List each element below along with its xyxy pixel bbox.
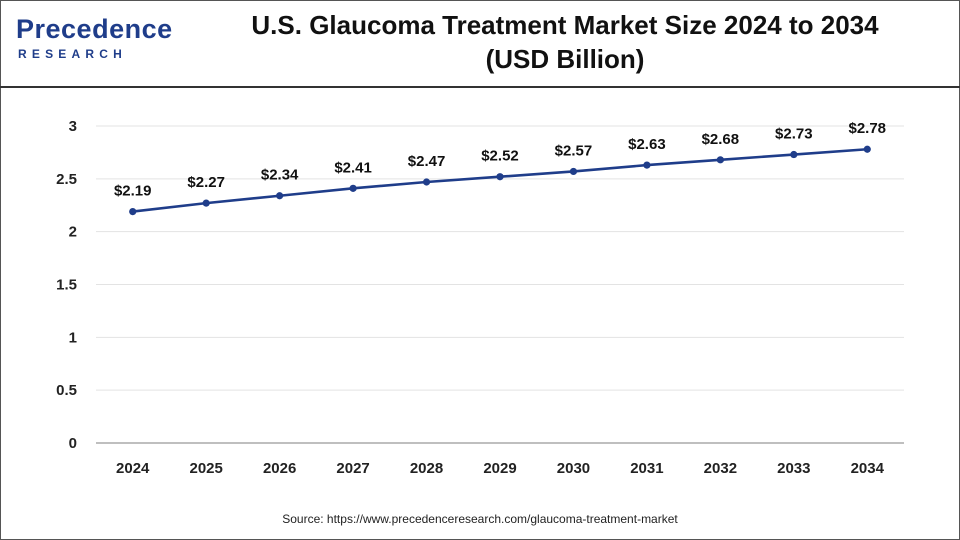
logo-wordmark: Precedence	[16, 14, 173, 45]
y-tick-label: 1.5	[56, 277, 77, 294]
x-tick-label: 2030	[557, 460, 590, 477]
y-tick-label: 1	[69, 329, 77, 346]
precedence-research-logo: Precedence RESEARCH	[16, 14, 172, 64]
data-label: $2.63	[628, 136, 666, 153]
data-label: $2.34	[261, 167, 299, 184]
y-tick-label: 2	[69, 224, 77, 241]
data-label: $2.41	[334, 159, 372, 176]
data-point	[716, 156, 724, 164]
y-tick-label: 2.5	[56, 171, 77, 188]
y-tick-label: 3	[69, 118, 77, 135]
data-point	[202, 199, 210, 207]
x-tick-label: 2032	[704, 460, 737, 477]
x-tick-label: 2025	[189, 460, 222, 477]
data-label: $2.47	[408, 153, 446, 170]
logo-letter: P	[16, 14, 35, 44]
chart-title-line2: (USD Billion)	[485, 44, 645, 74]
chart-title-line1: U.S. Glaucoma Treatment Market Size 2024…	[251, 10, 879, 40]
data-label: $2.19	[114, 183, 152, 200]
x-tick-label: 2029	[483, 460, 516, 477]
line-chart: 0 0.5 1 1.5 2 2.5 3 2024 2025 2026 2027 2028 2029 203…	[56, 118, 904, 477]
logo-text: recedence	[34, 14, 173, 44]
x-tick-label: 2028	[410, 460, 443, 477]
x-tick-label: 2033	[777, 460, 810, 477]
data-point	[569, 167, 578, 176]
data-point	[643, 161, 651, 169]
header: Precedence RESEARCH U.S. Glaucoma Treatm…	[0, 0, 960, 88]
x-tick-label: 2031	[630, 460, 663, 477]
data-point	[496, 173, 504, 181]
y-tick-label: 0.5	[56, 382, 77, 399]
data-label: $2.68	[702, 131, 740, 148]
data-label: $2.78	[848, 120, 886, 137]
chart-title: U.S. Glaucoma Treatment Market Size 2024…	[190, 8, 940, 76]
logo-subtext: RESEARCH	[18, 47, 127, 61]
data-point	[422, 178, 431, 186]
x-tick-label: 2024	[116, 460, 150, 477]
data-label: $2.52	[481, 148, 519, 165]
x-tick-label: 2034	[851, 460, 885, 477]
data-point	[129, 207, 137, 216]
data-point	[349, 184, 357, 192]
data-label: $2.57	[555, 142, 593, 159]
data-point	[863, 145, 871, 153]
data-point	[276, 192, 284, 200]
x-tick-label: 2026	[263, 460, 296, 477]
y-tick-label: 0	[69, 435, 77, 452]
source-note: Source: https://www.precedenceresearch.c…	[282, 512, 678, 526]
data-point	[790, 150, 798, 159]
x-tick-label: 2027	[336, 460, 369, 477]
data-label: $2.27	[187, 174, 225, 191]
data-label: $2.73	[775, 126, 813, 143]
